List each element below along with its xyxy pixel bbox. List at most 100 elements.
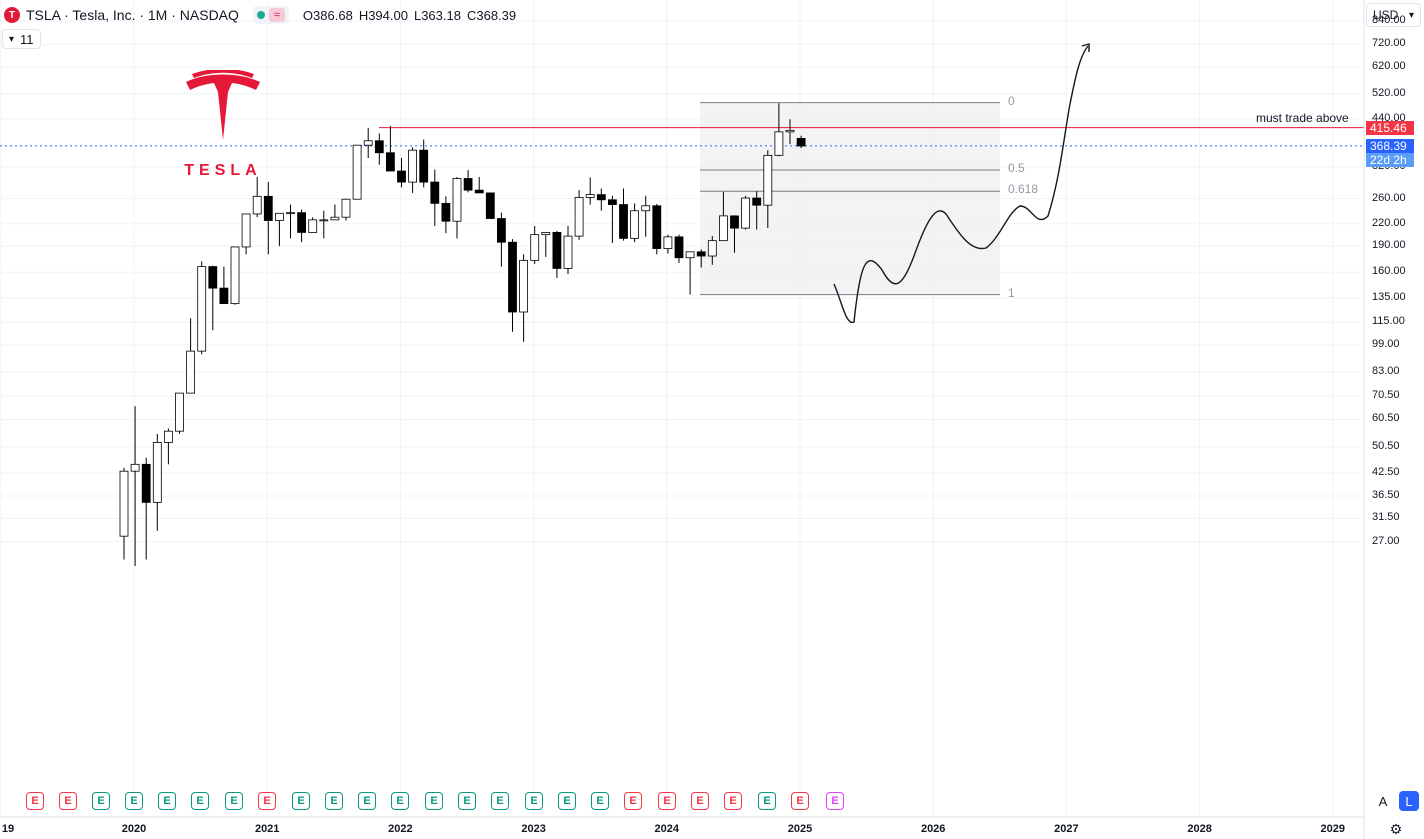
candle[interactable] [452, 176, 462, 239]
symbol-title[interactable]: TSLA · Tesla, Inc. · 1M · NASDAQ [26, 7, 239, 23]
candle[interactable] [541, 232, 551, 257]
candle[interactable] [208, 265, 218, 331]
earnings-event-icon[interactable]: E [525, 792, 543, 810]
fib-retracement-box[interactable] [700, 102, 1000, 295]
candle[interactable] [330, 204, 340, 221]
candle[interactable] [186, 318, 196, 394]
earnings-event-icon[interactable]: E [624, 792, 642, 810]
earnings-event-icon[interactable]: E [491, 792, 509, 810]
candle[interactable] [419, 139, 429, 188]
candle[interactable] [630, 203, 639, 243]
candle[interactable] [197, 261, 207, 355]
earnings-event-icon[interactable]: E [691, 792, 709, 810]
earnings-event-icon[interactable]: E [791, 792, 809, 810]
candle[interactable] [563, 226, 573, 275]
candle[interactable] [552, 230, 562, 278]
projection-path[interactable] [833, 45, 1089, 323]
earnings-event-icon[interactable]: E [59, 792, 77, 810]
candle[interactable] [508, 239, 517, 332]
candle[interactable] [730, 215, 739, 253]
candle[interactable] [741, 195, 750, 230]
candle[interactable] [463, 170, 473, 193]
earnings-event-icon[interactable]: E [558, 792, 576, 810]
earnings-event-icon[interactable]: E [125, 792, 143, 810]
candle[interactable] [674, 234, 684, 263]
candle[interactable] [274, 212, 284, 247]
candle[interactable] [530, 226, 540, 264]
candle[interactable] [441, 196, 451, 234]
candle[interactable] [230, 246, 240, 305]
earnings-event-icon[interactable]: E [191, 792, 209, 810]
earnings-event-icon[interactable]: E [258, 792, 276, 810]
earnings-event-icon[interactable]: E [425, 792, 443, 810]
candle[interactable] [175, 392, 184, 434]
earnings-event-icon[interactable]: E [158, 792, 176, 810]
candle[interactable] [608, 195, 617, 243]
candle[interactable] [119, 467, 129, 560]
currency-selector[interactable]: USD ▾ [1366, 3, 1421, 27]
candle[interactable] [397, 157, 406, 188]
candle[interactable] [763, 150, 773, 229]
earnings-event-icon[interactable]: E [92, 792, 110, 810]
auto-scale-button[interactable]: A [1378, 793, 1388, 809]
earnings-event-icon[interactable]: E [26, 792, 44, 810]
candle[interactable] [796, 135, 806, 149]
candle[interactable] [774, 103, 784, 157]
candle[interactable] [352, 144, 362, 200]
earnings-event-icon[interactable]: E [225, 792, 243, 810]
candle[interactable] [652, 203, 662, 255]
candle[interactable] [430, 169, 440, 227]
candle[interactable] [619, 188, 628, 241]
candle[interactable] [474, 176, 484, 194]
candle[interactable] [374, 133, 384, 165]
candle[interactable] [785, 119, 795, 144]
earnings-event-icon[interactable]: E [758, 792, 776, 810]
candle[interactable] [241, 213, 251, 255]
candle[interactable] [685, 251, 695, 295]
candle[interactable] [297, 209, 307, 243]
symbol-header[interactable]: T TSLA · Tesla, Inc. · 1M · NASDAQ ≈ O38… [0, 4, 516, 26]
earnings-event-icon[interactable]: E [358, 792, 376, 810]
earnings-event-icon[interactable]: E [458, 792, 476, 810]
candle[interactable] [286, 204, 295, 239]
candle[interactable] [152, 433, 162, 531]
candle[interactable] [363, 127, 373, 158]
candle[interactable] [574, 190, 584, 240]
candle[interactable] [596, 188, 606, 211]
candle[interactable] [696, 249, 706, 268]
candle[interactable] [519, 254, 528, 342]
candle[interactable] [707, 236, 717, 265]
time-axis[interactable]: 19 2020 2021 2022 2023 2024 2025 2026 2027 2028 20… [0, 818, 1364, 839]
candle[interactable] [163, 428, 173, 465]
earnings-event-icon[interactable]: E [391, 792, 409, 810]
earnings-event-icon[interactable]: E [591, 792, 609, 810]
candle[interactable] [385, 125, 395, 172]
candle[interactable] [641, 195, 651, 237]
annotation-text[interactable]: must trade above [1256, 110, 1349, 125]
earnings-event-icon[interactable]: E [325, 792, 343, 810]
candle[interactable] [485, 192, 495, 219]
candle[interactable] [141, 457, 151, 560]
candle[interactable] [219, 266, 229, 305]
candle[interactable] [663, 234, 673, 254]
earnings-event-icon[interactable]: E [724, 792, 742, 810]
upcoming-earnings-event-icon[interactable]: E [826, 792, 844, 810]
candle[interactable] [341, 198, 351, 221]
indicators-toggle-button[interactable]: ▾ 11 [2, 29, 41, 49]
candle[interactable] [496, 212, 506, 267]
candle[interactable] [130, 406, 140, 566]
earnings-event-icon[interactable]: E [658, 792, 676, 810]
candle[interactable] [319, 210, 329, 239]
candle[interactable] [752, 191, 762, 230]
log-scale-button[interactable]: L [1399, 791, 1419, 811]
candle[interactable] [252, 176, 262, 218]
candle[interactable] [408, 147, 418, 193]
earnings-event-icon[interactable]: E [292, 792, 310, 810]
market-status[interactable]: ≈ [252, 6, 289, 24]
candle[interactable] [263, 182, 273, 255]
candle[interactable] [585, 177, 595, 205]
candle[interactable] [308, 217, 318, 233]
settings-gear-icon[interactable]: ⚙ [1389, 820, 1403, 837]
candle[interactable] [719, 191, 728, 242]
